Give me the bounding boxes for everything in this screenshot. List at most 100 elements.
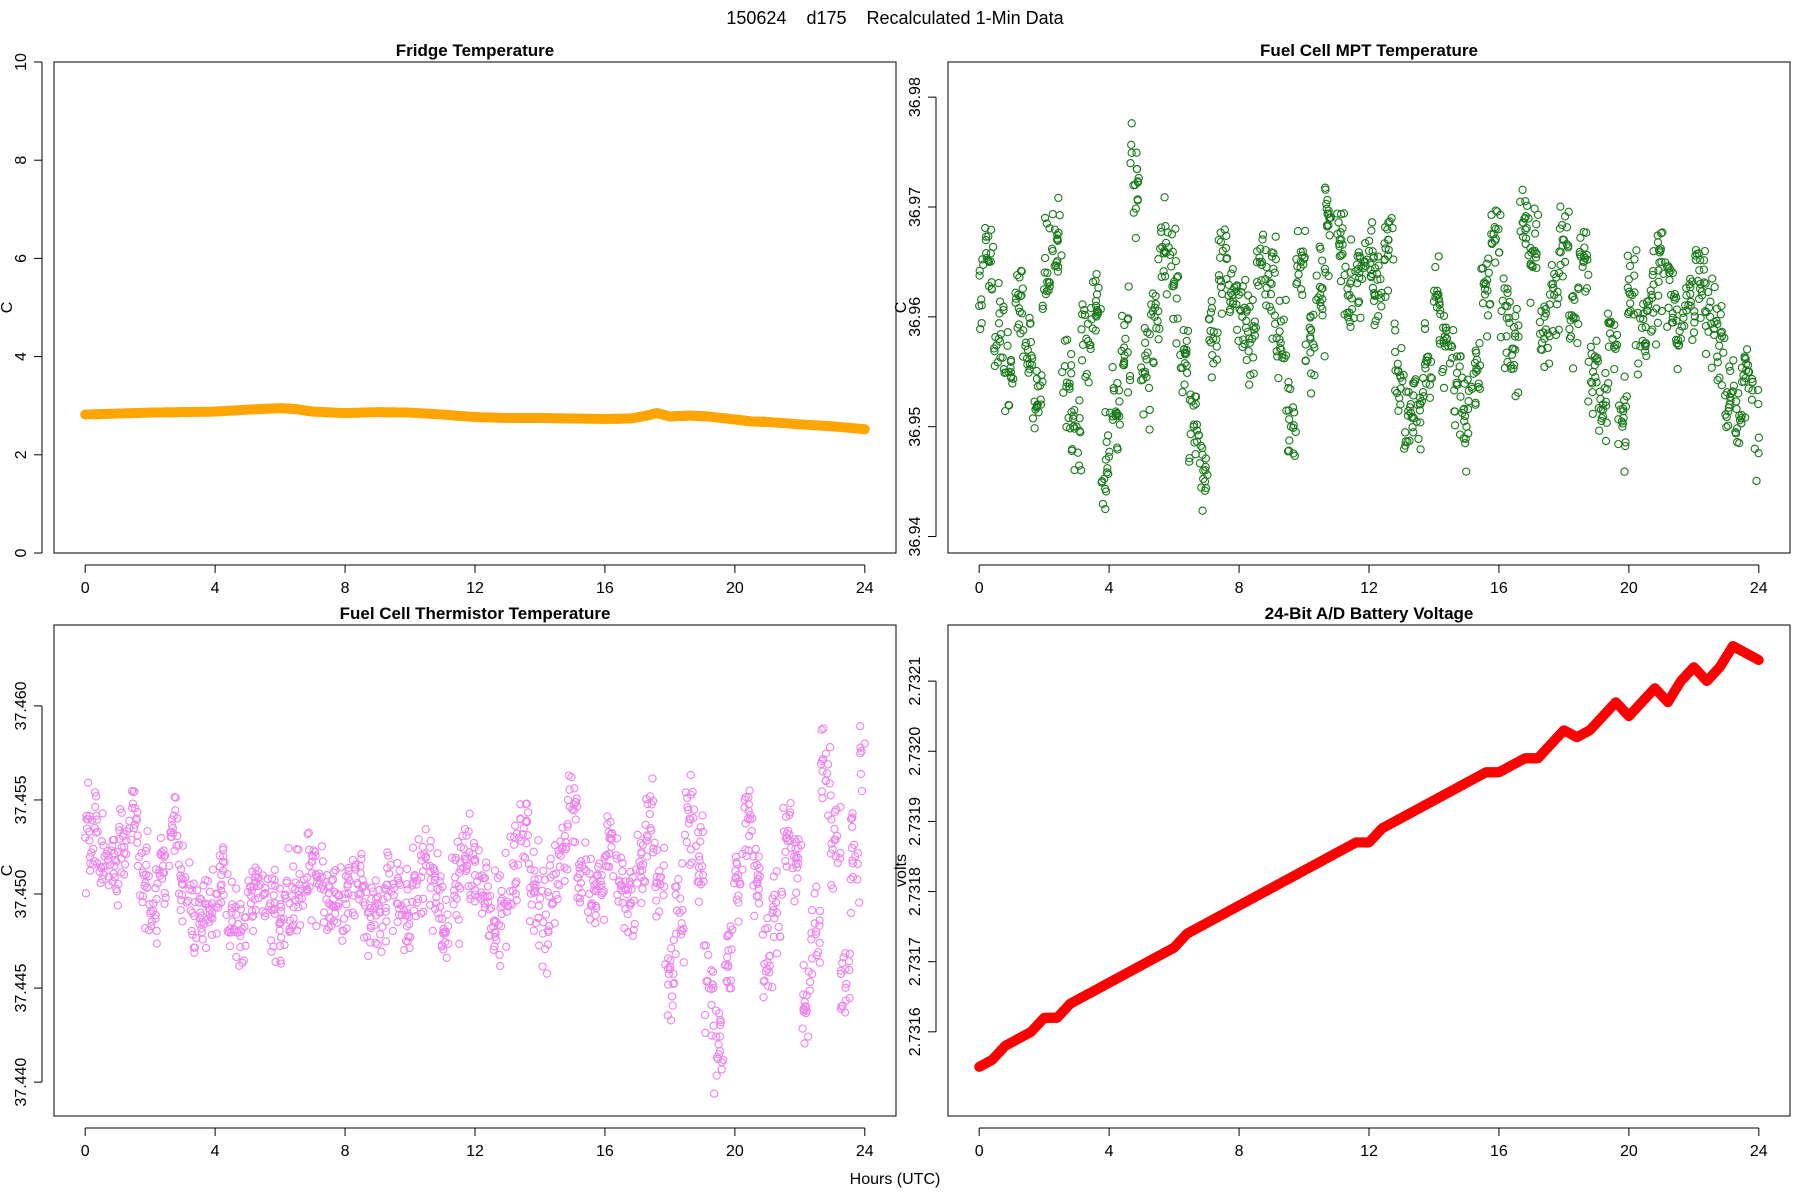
data-point [371,901,380,911]
data-point [859,424,870,435]
data-point [1530,204,1539,213]
data-point [1483,311,1493,320]
data-point [746,810,755,820]
data-point [82,811,91,821]
data-point [652,878,662,887]
data-point [1578,262,1587,272]
data-point [143,826,152,836]
data-point [1527,248,1536,257]
data-point [1275,296,1284,305]
data-point [366,912,375,922]
data-point [430,866,439,876]
data-point [1101,504,1110,514]
data-point [442,953,451,962]
data-point [1588,409,1597,419]
data-point [1288,403,1298,412]
data-point [267,947,276,956]
data-point [643,832,652,842]
data-point [529,847,538,856]
data-point [596,877,605,886]
data-point [807,906,817,915]
data-point [1512,304,1521,314]
data-point [1598,412,1608,421]
data-point [1484,254,1493,263]
data-point [1031,405,1040,414]
data-point [1006,357,1016,366]
data-point [1196,441,1206,450]
data-point [1544,359,1554,368]
data-point [208,865,218,874]
data-point [1626,299,1635,308]
data-point [1133,196,1142,205]
data-point [1355,273,1364,283]
data-point [1503,302,1512,311]
data-point [1639,315,1648,324]
x-tick-label: 8 [341,580,350,597]
data-point [1528,262,1537,272]
data-point [1201,483,1211,493]
data-point [685,814,694,823]
data-point [1636,314,1645,323]
data-point [378,895,388,904]
data-point [1338,224,1347,233]
data-point [464,827,473,836]
data-point [208,908,217,917]
data-point [1201,462,1210,472]
data-point [452,894,461,903]
data-point [119,849,129,858]
data-point [799,960,808,970]
data-point [1752,476,1761,486]
data-point [774,922,783,932]
data-point [1275,344,1285,353]
data-point [1198,443,1207,453]
data-point [1125,375,1135,385]
data-point [1631,341,1640,350]
data-point [1145,330,1154,339]
data-point [1686,274,1695,284]
data-point [304,828,313,837]
data-point [1206,308,1216,317]
data-point [996,353,1005,362]
data-point [454,882,463,891]
data-point [1094,283,1103,293]
data-point [251,870,261,879]
data-point [671,949,680,959]
data-point [1433,286,1442,296]
data-point [667,944,676,953]
data-point [1713,358,1722,367]
data-point [1181,350,1190,359]
data-point [1070,406,1079,415]
data-point [1487,210,1496,220]
y-axis-label: C [0,865,16,877]
data-point [271,881,280,891]
data-point [1102,437,1111,447]
data-point [1747,395,1757,404]
data-point [987,284,996,293]
data-point [1119,360,1128,369]
data-point [1502,332,1511,341]
data-point [368,887,378,896]
data-point [700,1010,710,1020]
data-point [1592,378,1601,387]
data-point [675,908,684,917]
data-point [1041,289,1051,299]
y-tick-label: 36.98 [907,77,924,117]
data-point [108,841,117,851]
data-point [841,983,850,992]
data-point [856,769,866,779]
data-point [1717,381,1727,390]
data-point [1592,336,1601,345]
data-point [312,921,321,931]
data-point [712,1032,721,1041]
data-point [857,786,867,796]
data-point [1145,405,1154,415]
data-point [295,894,304,903]
data-point [1026,337,1036,347]
data-point [506,832,515,841]
data-point [330,887,339,896]
data-point [1518,185,1527,194]
data-point [1255,253,1264,262]
data-point [327,876,336,885]
data-point [1511,329,1520,338]
data-point [1087,315,1096,324]
